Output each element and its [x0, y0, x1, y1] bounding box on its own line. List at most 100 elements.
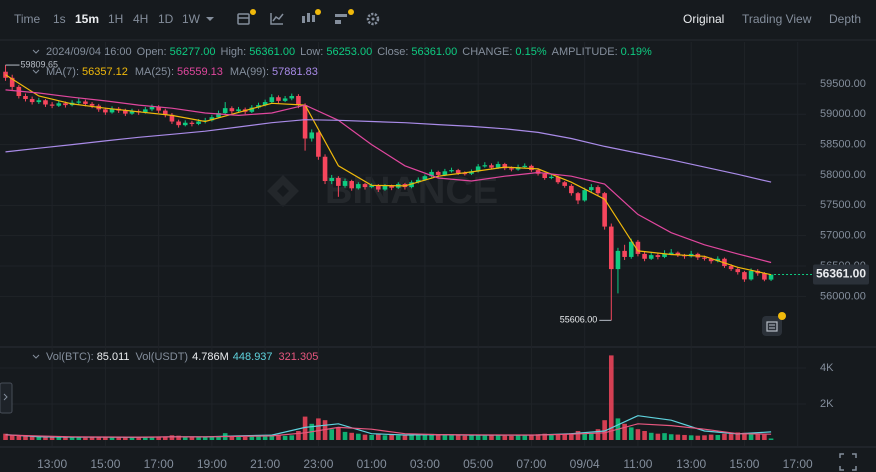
volume-bar	[43, 437, 48, 440]
view-tab[interactable]: Depth	[829, 12, 861, 26]
legend-item: Close:	[377, 46, 408, 58]
volume-bar	[569, 433, 574, 440]
volume-bar	[722, 433, 727, 440]
floating-news-icon[interactable]	[762, 312, 786, 336]
layout-icon[interactable]	[335, 9, 354, 24]
candle-body	[462, 173, 468, 175]
volume-bar	[182, 436, 188, 440]
volume-bar	[409, 434, 414, 440]
volume-bar	[628, 427, 634, 440]
legend-item: 56559.13	[177, 66, 223, 78]
volume-bar	[442, 434, 448, 440]
volume-bar	[489, 435, 494, 440]
volume-bar	[402, 434, 408, 440]
candle-body	[289, 96, 295, 99]
legend-item: MA(25):	[135, 66, 174, 78]
candle-body	[628, 241, 634, 257]
volume-bar	[36, 436, 42, 440]
candle-body	[249, 107, 255, 112]
chart-type-icon[interactable]	[302, 9, 321, 23]
y-tick-label: 59000.00	[820, 108, 866, 120]
candle-body	[475, 166, 481, 172]
candle-body	[276, 97, 281, 101]
volume-bar	[529, 434, 534, 440]
legend-item: 85.011	[97, 351, 130, 363]
volume-bar	[435, 434, 441, 440]
low-label: 55606.00	[560, 315, 598, 325]
candle-body	[409, 182, 414, 188]
current-price-label: 56361.00	[816, 267, 866, 281]
legend-item: Open:	[137, 46, 167, 58]
candle-body	[608, 226, 614, 270]
candle-body	[376, 185, 381, 190]
info-chevron[interactable]	[32, 49, 40, 54]
volume-bar	[356, 433, 361, 440]
volume-bar	[262, 435, 268, 440]
candle-body	[542, 173, 548, 178]
fullscreen-icon[interactable]	[839, 453, 857, 471]
volume-bar	[136, 437, 141, 440]
volume-bar	[3, 433, 8, 440]
interval-button[interactable]: 15m	[75, 12, 99, 26]
volume-bar	[389, 434, 394, 440]
candle-body	[509, 168, 514, 170]
volume-bar	[502, 435, 508, 440]
ma-line	[5, 74, 772, 276]
volume-bar	[189, 436, 195, 440]
legend-item: 56361.00	[249, 46, 295, 58]
candle-body	[762, 273, 767, 280]
interval-button[interactable]: 1W	[182, 12, 201, 26]
volume-bar	[742, 432, 747, 440]
interval-button[interactable]: 1D	[158, 12, 174, 26]
view-tab[interactable]: Original	[683, 12, 724, 26]
ma-chevron[interactable]	[32, 69, 40, 74]
candle-body	[209, 117, 215, 121]
volume-bar	[342, 431, 348, 440]
candle-body	[109, 108, 115, 113]
vol-chevron[interactable]	[32, 354, 40, 359]
interval-button: Time	[14, 12, 41, 26]
candle-body	[702, 257, 707, 259]
volume-bar	[196, 437, 201, 440]
volume-bar	[116, 437, 121, 440]
volume-bar	[429, 433, 434, 440]
volume-bar	[256, 436, 261, 440]
legend-item: 4.786M	[192, 351, 229, 363]
volume-bar	[728, 433, 734, 440]
candle-body	[349, 181, 354, 189]
legend-item: 321.305	[279, 351, 319, 363]
volume-bar	[702, 435, 707, 440]
candle-body	[63, 103, 68, 106]
y-tick-label: 57000.00	[820, 230, 866, 242]
candle-body	[216, 113, 221, 118]
volume-bar	[289, 435, 295, 440]
ma-line	[5, 89, 772, 264]
candle-body	[36, 100, 42, 103]
interval-button[interactable]: 4H	[133, 12, 148, 26]
legend-item: High:	[221, 46, 247, 58]
x-tick-label: 15:00	[90, 457, 120, 471]
y-tick-label: 4K	[820, 362, 834, 374]
legend-item: 448.937	[233, 351, 273, 363]
volume-bar	[535, 434, 541, 440]
volume-bar	[582, 432, 587, 440]
indicator-icon[interactable]	[237, 9, 256, 25]
volume-bar	[76, 437, 82, 440]
view-tab[interactable]: Trading View	[742, 12, 812, 26]
volume-bar	[509, 435, 514, 440]
interval-button[interactable]: 1H	[108, 12, 123, 26]
volume-bar	[755, 434, 761, 440]
candle-body	[129, 111, 135, 114]
candle-body	[222, 108, 228, 114]
volume-bar	[748, 433, 754, 440]
draw-icon[interactable]	[270, 13, 284, 25]
high-label: 59809.65	[21, 59, 59, 69]
settings-icon[interactable]	[366, 12, 380, 26]
collapse-button[interactable]	[0, 382, 13, 414]
interval-dropdown[interactable]	[206, 17, 214, 21]
interval-button[interactable]: 1s	[53, 12, 66, 26]
watermark-logo	[267, 175, 299, 207]
legend-item: Vol(USDT)	[136, 351, 189, 363]
volume-bar	[622, 423, 627, 440]
volume-bar	[143, 437, 148, 440]
